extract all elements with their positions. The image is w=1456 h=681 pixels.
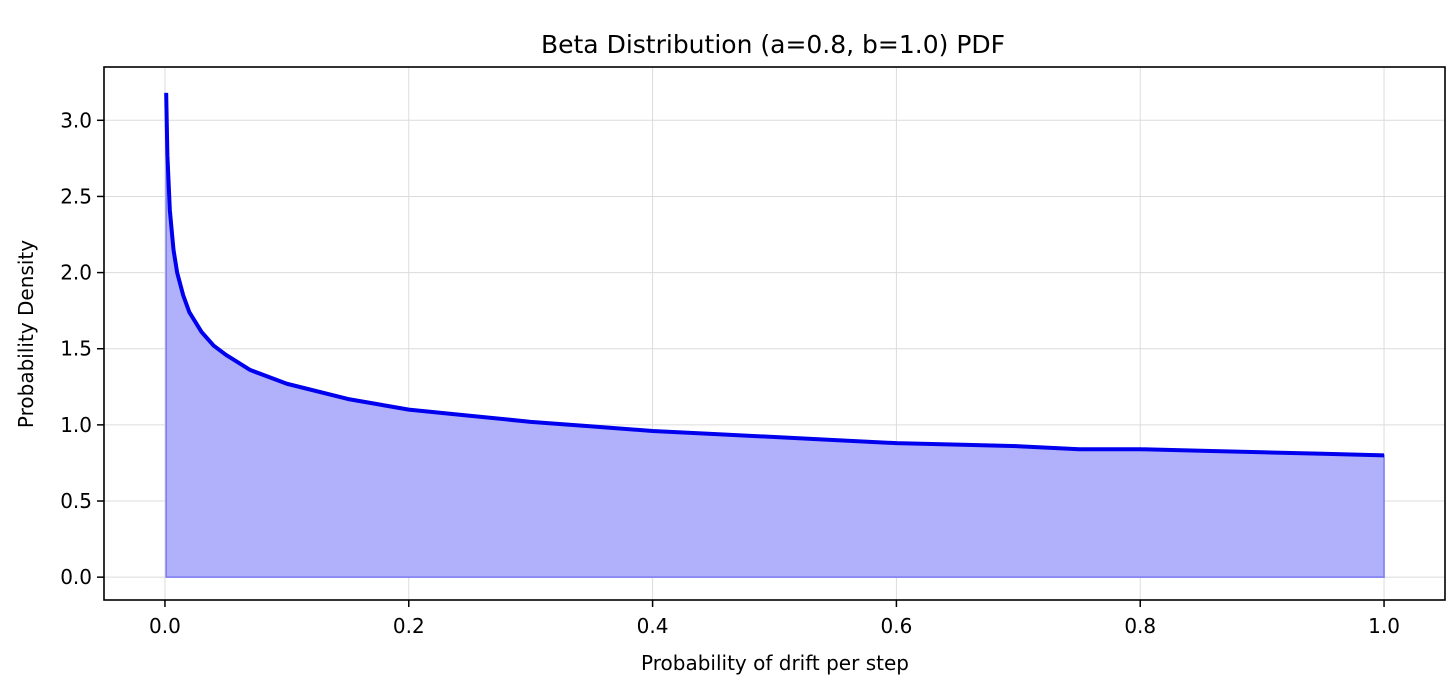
y-tick-label: 3.0	[60, 108, 92, 132]
x-tick-label: 0.4	[637, 614, 669, 638]
y-tick-label: 1.0	[60, 413, 92, 437]
y-tick-label: 2.0	[60, 261, 92, 285]
x-axis-label: Probability of drift per step	[641, 651, 909, 675]
x-tick-label: 0.6	[881, 614, 913, 638]
y-axis-label: Probability Density	[14, 240, 38, 428]
density-fill-area	[165, 92, 1385, 578]
y-tick-label: 0.0	[60, 565, 92, 589]
plot-area	[164, 92, 1385, 578]
x-tick-label: 0.2	[393, 614, 425, 638]
y-tick-label: 1.5	[60, 337, 92, 361]
x-tick-label: 1.0	[1368, 614, 1400, 638]
x-axis-ticks: 0.0 0.2 0.4 0.6 0.8 1.0	[149, 600, 1400, 638]
y-tick-label: 0.5	[60, 489, 92, 513]
x-tick-label: 0.0	[149, 614, 181, 638]
y-tick-label: 2.5	[60, 184, 92, 208]
y-axis-ticks: 0.0 0.5 1.0 1.5 2.0 2.5 3.0	[60, 108, 104, 589]
chart-title: Beta Distribution (a=0.8, b=1.0) PDF	[541, 30, 1005, 59]
x-tick-label: 0.8	[1124, 614, 1156, 638]
density-curve	[164, 92, 1385, 458]
plot-frame	[103, 66, 1446, 601]
